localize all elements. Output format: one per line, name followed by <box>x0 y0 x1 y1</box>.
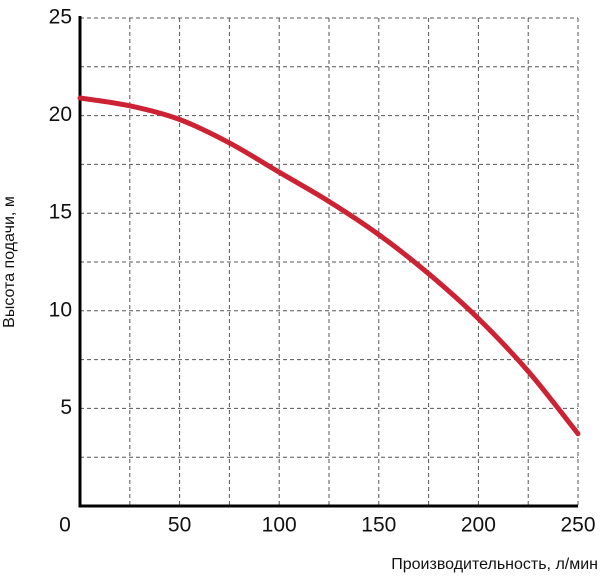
y-axis-label: Высота подачи, м <box>1 196 18 328</box>
x-tick-label: 50 <box>168 514 191 537</box>
x-tick-label: 0 <box>59 514 71 537</box>
x-tick-label: 100 <box>262 514 297 537</box>
curve <box>77 95 581 437</box>
y-tick-label: 25 <box>49 6 72 29</box>
x-tick-label: 200 <box>461 514 496 537</box>
x-axis-label: Производительность, л/мин <box>391 556 598 573</box>
x-tick-label: 250 <box>560 514 595 537</box>
y-tick-label: 5 <box>60 396 72 419</box>
y-tick-label: 20 <box>49 103 72 126</box>
x-tick-label: 150 <box>361 514 396 537</box>
y-tick-label: 15 <box>49 201 72 224</box>
y-tick-label: 10 <box>49 298 72 321</box>
